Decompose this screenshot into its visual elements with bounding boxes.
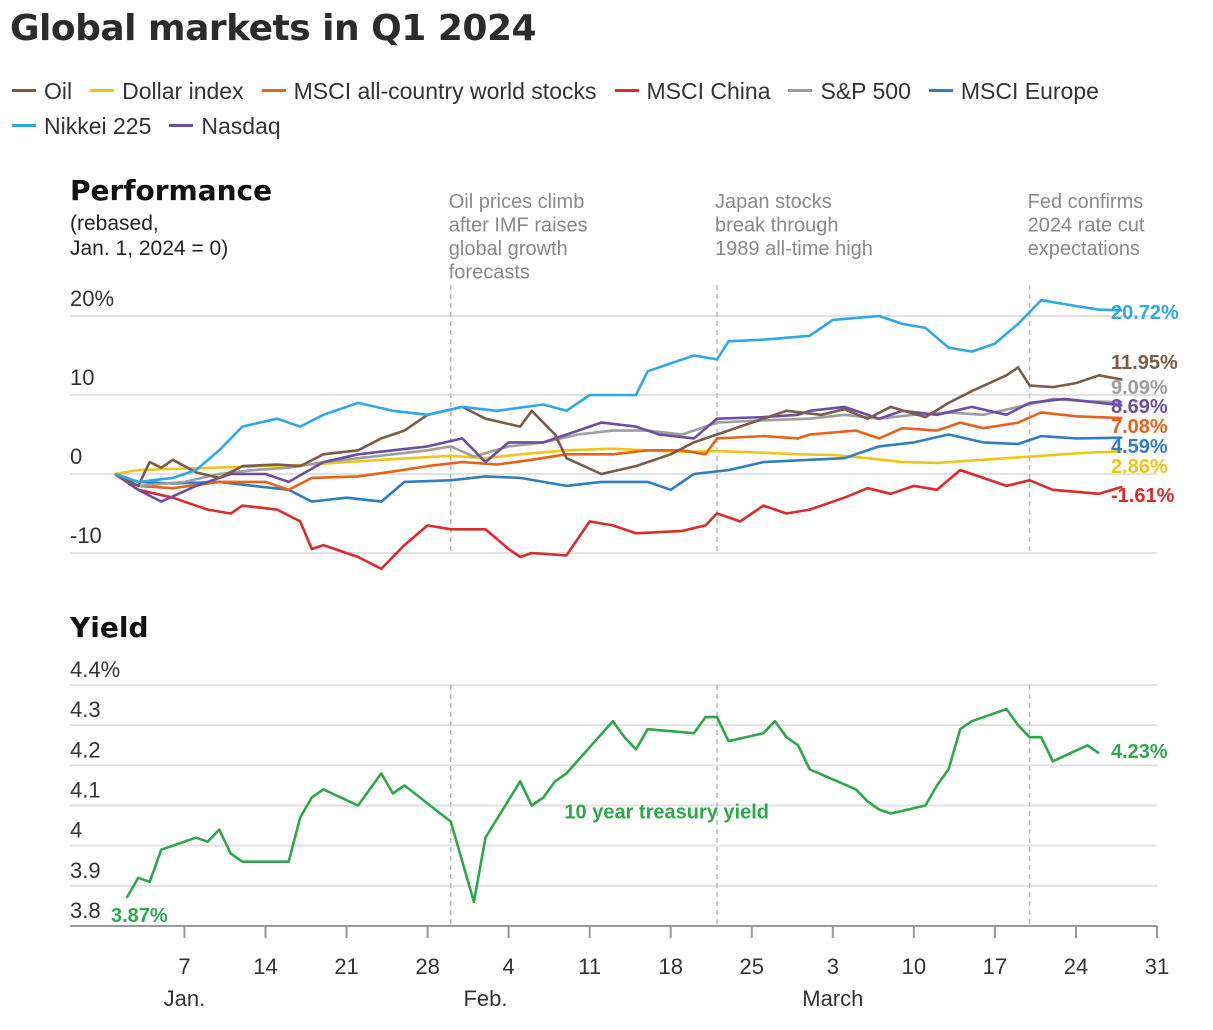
annotation-text: 2024 rate cut (1028, 215, 1145, 237)
x-tick-label: 17 (983, 954, 1007, 979)
legend-swatch (90, 89, 115, 93)
legend-label: MSCI all-country world stocks (293, 78, 597, 104)
series-start-label: 3.87% (111, 905, 168, 927)
x-tick-label: 10 (902, 954, 926, 979)
annotation-text: after IMF raises (449, 215, 588, 237)
x-tick-label: 7 (178, 954, 190, 979)
annotation-text: expectations (1028, 238, 1140, 260)
series-line-msci-all-country-world-stocks (114, 411, 1123, 492)
series-line-s-p-500 (114, 397, 1123, 488)
x-tick-label: 14 (253, 954, 277, 979)
y-tick-label: 20% (70, 286, 114, 311)
legend-item: Oil (12, 74, 72, 109)
legend-label: Nikkei 225 (44, 113, 152, 139)
y-tick-label: 4.3 (70, 697, 101, 722)
legend-item: S&P 500 (788, 74, 911, 109)
y-tick-label: 0 (70, 444, 82, 469)
x-tick-label: 18 (658, 954, 682, 979)
legend-swatch (12, 124, 36, 128)
y-tick-label: 3.8 (70, 898, 101, 923)
series-inline-label: 10 year treasury yield (564, 802, 769, 824)
x-tick-label: 11 (578, 954, 601, 979)
legend-swatch (12, 89, 36, 93)
x-tick-label: 25 (740, 954, 764, 979)
legend-swatch (614, 89, 639, 93)
legend-swatch (928, 89, 953, 93)
x-tick-label: 4 (503, 954, 515, 979)
legend-swatch (261, 89, 286, 93)
annotation-text: Fed confirms (1028, 191, 1144, 213)
y-tick-label: 4 (70, 818, 82, 843)
series-end-label: 9.09% (1111, 377, 1168, 399)
x-month-label: Feb. (463, 986, 507, 1011)
series-end-label: 7.08% (1111, 416, 1168, 438)
performance-title: Performance (70, 174, 272, 207)
annotation-text: Oil prices climb (449, 191, 585, 213)
yield-title: Yield (69, 611, 149, 644)
y-tick-label: -10 (70, 523, 102, 548)
series-end-label: 4.23% (1111, 741, 1168, 763)
legend-swatch (169, 124, 194, 128)
performance-subtitle: (rebased, (70, 212, 159, 235)
legend-label: Oil (44, 78, 73, 104)
legend-label: MSCI Europe (960, 78, 1099, 104)
legend-swatch (788, 89, 813, 93)
x-month-label: Jan. (164, 986, 206, 1011)
y-tick-label: 4.2 (70, 737, 101, 762)
series-line-oil (114, 366, 1123, 488)
x-tick-label: 28 (415, 954, 439, 979)
y-tick-label: 10 (70, 365, 94, 390)
series-end-label: 11.95% (1111, 352, 1178, 374)
performance-subtitle: Jan. 1, 2024 = 0) (70, 237, 228, 260)
y-tick-label: 4.4% (70, 657, 120, 682)
annotation-text: forecasts (449, 262, 530, 284)
series-end-label: -1.61% (1111, 485, 1175, 507)
x-tick-label: 3 (827, 954, 839, 979)
annotation-text: Japan stocks (715, 191, 832, 213)
legend-item: MSCI all-country world stocks (261, 74, 597, 109)
series-end-label: 8.69% (1111, 396, 1168, 418)
legend-label: Nasdaq (201, 113, 281, 139)
x-tick-label: 24 (1064, 954, 1088, 979)
x-tick-label: 31 (1145, 954, 1169, 979)
annotation-text: break through (715, 215, 838, 237)
series-line-treasury-yield (125, 707, 1100, 904)
annotation-text: global growth (449, 238, 568, 260)
x-tick-label: 21 (334, 954, 358, 979)
series-line-nasdaq (114, 397, 1123, 503)
series-line-msci-china (114, 468, 1123, 571)
legend-label: Dollar index (122, 78, 244, 104)
legend-item: MSCI Europe (928, 74, 1099, 109)
series-end-label: 4.59% (1111, 436, 1168, 458)
series-end-label: 20.72% (1111, 302, 1179, 324)
annotation-text: 1989 all-time high (715, 238, 873, 260)
legend-label: MSCI China (646, 78, 771, 104)
series-end-label: 2.86% (1111, 456, 1168, 478)
y-tick-label: 4.1 (70, 778, 101, 803)
legend-item: Dollar index (90, 74, 244, 109)
page-title: Global markets in Q1 2024 (10, 8, 537, 49)
x-month-label: March (802, 986, 863, 1011)
series-line-nikkei-225 (114, 298, 1123, 484)
legend-item: MSCI China (614, 74, 771, 109)
legend-item: Nikkei 225 (12, 109, 151, 144)
legend: Oil Dollar index MSCI all-country world st… (12, 74, 1202, 144)
y-tick-label: 3.9 (70, 858, 101, 883)
legend-item: Nasdaq (169, 109, 281, 144)
legend-label: S&P 500 (820, 78, 911, 104)
